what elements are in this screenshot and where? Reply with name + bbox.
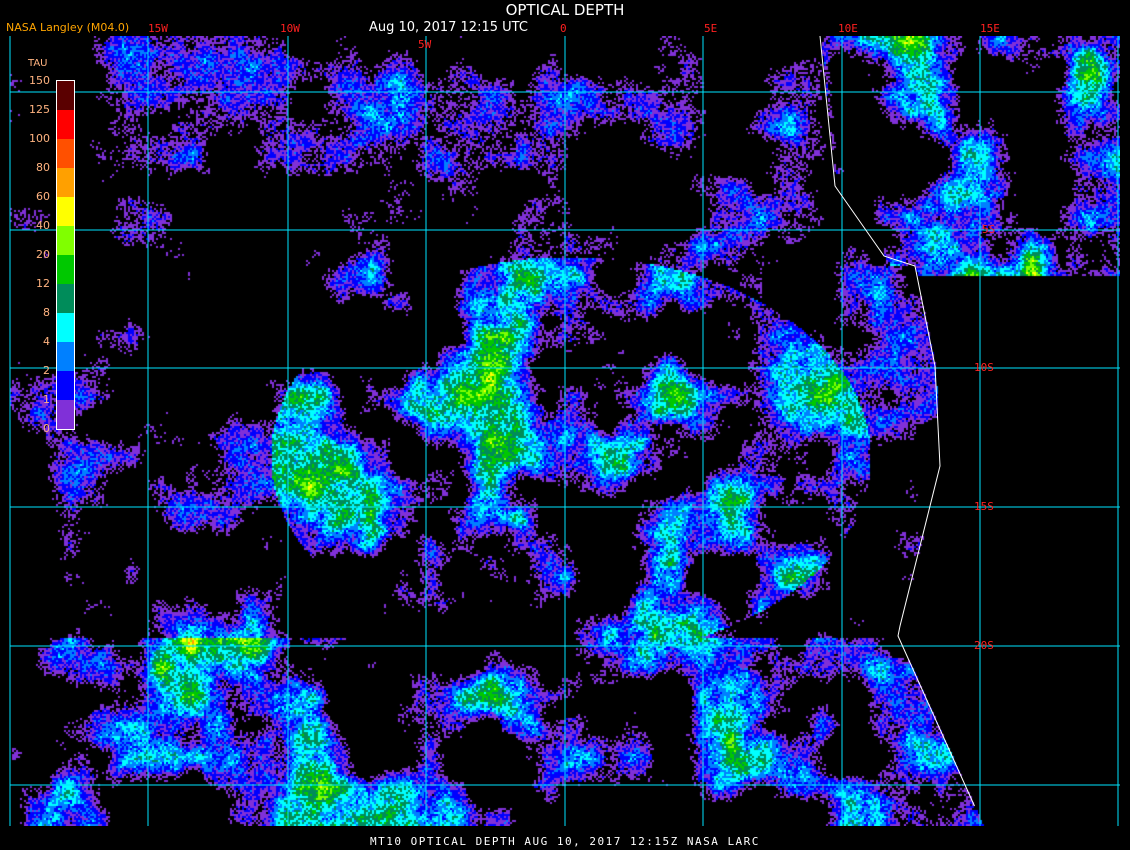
legend-swatch <box>57 197 74 226</box>
legend-tick-label: 100 <box>29 132 50 145</box>
footer-caption: MT10 OPTICAL DEPTH AUG 10, 2017 12:15Z N… <box>370 835 760 848</box>
color-legend: TAU 150 125 100 80 60 40 20 12 8 4 2 1 0 <box>10 58 80 435</box>
lon-label: 10W <box>280 22 300 35</box>
lon-label: 0 <box>560 22 567 35</box>
legend-tick-label: 20 <box>36 248 50 261</box>
legend-tick-label: 80 <box>36 161 50 174</box>
coastline <box>819 35 975 807</box>
legend-swatch <box>57 313 74 342</box>
lon-label: 15W <box>148 22 168 35</box>
lon-label: 5W <box>418 38 432 51</box>
lon-label: 10E <box>838 22 858 35</box>
legend-tick-label: 125 <box>29 103 50 116</box>
map-title: OPTICAL DEPTH <box>505 1 625 19</box>
legend-swatch <box>57 284 74 313</box>
lat-label: 15S <box>974 500 994 513</box>
map-subtitle: Aug 10, 2017 12:15 UTC <box>369 20 528 35</box>
legend-swatch <box>57 255 74 284</box>
legend-tick-label: 60 <box>36 190 50 203</box>
legend-title: TAU <box>28 58 48 69</box>
legend-swatch <box>57 400 74 429</box>
legend-tick-label: 12 <box>36 277 50 290</box>
lat-label: 10S <box>974 361 994 374</box>
legend-tick-label: 40 <box>36 219 50 232</box>
legend-color-bar <box>56 80 75 430</box>
legend-tick-label: 2 <box>43 364 50 377</box>
legend-swatch <box>57 139 74 168</box>
legend-swatch <box>57 110 74 139</box>
legend-tick-label: 4 <box>43 335 50 348</box>
legend-tick-label: 150 <box>29 74 50 87</box>
lon-label: 15E <box>980 22 1000 35</box>
lat-label: 5S <box>982 223 996 236</box>
credit-label: NASA Langley (M04.0) <box>6 21 130 34</box>
legend-tick-label: 0 <box>43 422 50 435</box>
legend-swatch <box>57 168 74 197</box>
legend-tick-label: 1 <box>43 393 50 406</box>
lat-label: 20S <box>974 639 994 652</box>
legend-swatch <box>57 81 74 110</box>
lon-label: 5E <box>704 22 718 35</box>
legend-swatch <box>57 371 74 400</box>
legend-swatch <box>57 226 74 255</box>
legend-swatch <box>57 342 74 371</box>
legend-tick-label: 8 <box>43 306 50 319</box>
